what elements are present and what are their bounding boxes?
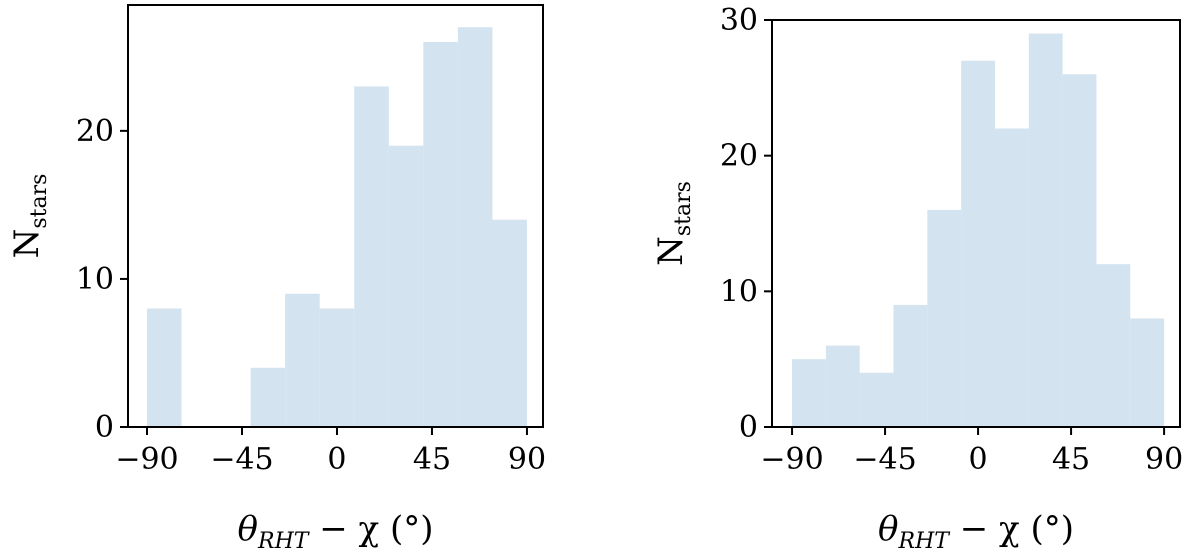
bar [927,209,962,427]
bar [893,304,928,427]
bar [1130,318,1165,427]
y-label-subscript: stars [671,181,696,236]
axes-frame [771,19,1181,428]
bar [792,359,826,427]
x-tick-label: 0 [969,442,988,477]
y-axis-label: Nstars [7,174,52,259]
bar [146,308,182,427]
bar [1062,74,1097,428]
chart: −90 −45 0 45 90 0 10 20 θRHT − χ (°) Nstars [7,4,546,554]
x-label-symbol: θ [878,509,898,549]
y-tick-label: 10 [76,262,114,297]
chart: −90 −45 0 45 90 0 10 20 30 θRHT − χ (°) Nstars [651,3,1183,554]
x-tick-label: −45 [210,442,273,477]
bar [492,219,527,427]
bar [457,27,493,428]
x-tick-label: 45 [413,442,451,477]
y-tick-label: 20 [720,139,758,174]
bar [388,145,424,427]
bar [319,308,355,427]
x-label-rest: − χ (°) [949,509,1074,549]
y-tick-label: 10 [720,274,758,309]
x-axis-label: θRHT − χ (°) [238,509,434,554]
y-axis-label: Nstars [651,181,696,266]
y-label-subscript: stars [27,174,52,229]
x-label-subscript: RHT [898,529,952,554]
x-tick-label: −90 [760,442,823,477]
bar [859,372,894,427]
bar [961,60,995,427]
bar [250,367,286,427]
x-tick-label: 90 [1145,442,1183,477]
y-label-main: N [7,229,47,259]
x-tick-label: −45 [853,442,916,477]
y-tick-label: 0 [95,410,114,445]
x-tick-label: 0 [327,442,346,477]
bar [825,345,860,427]
y-label-main: N [651,236,691,266]
x-tick-label: −90 [115,442,178,477]
x-axis-label: θRHT − χ (°) [878,509,1074,554]
bar [994,128,1029,428]
bar [354,86,389,427]
x-label-symbol: θ [238,509,258,549]
bar [1096,264,1131,427]
y-tick-label: 20 [76,114,114,149]
x-tick-label: 90 [508,442,546,477]
x-tick-label: 45 [1052,442,1090,477]
bar [285,293,320,427]
y-tick-label: 30 [720,3,758,38]
bar [423,42,458,427]
y-tick-label: 0 [739,410,758,445]
x-label-subscript: RHT [257,529,311,554]
bar [1028,33,1063,428]
axes-frame [127,4,544,428]
x-label-rest: − χ (°) [308,509,433,549]
